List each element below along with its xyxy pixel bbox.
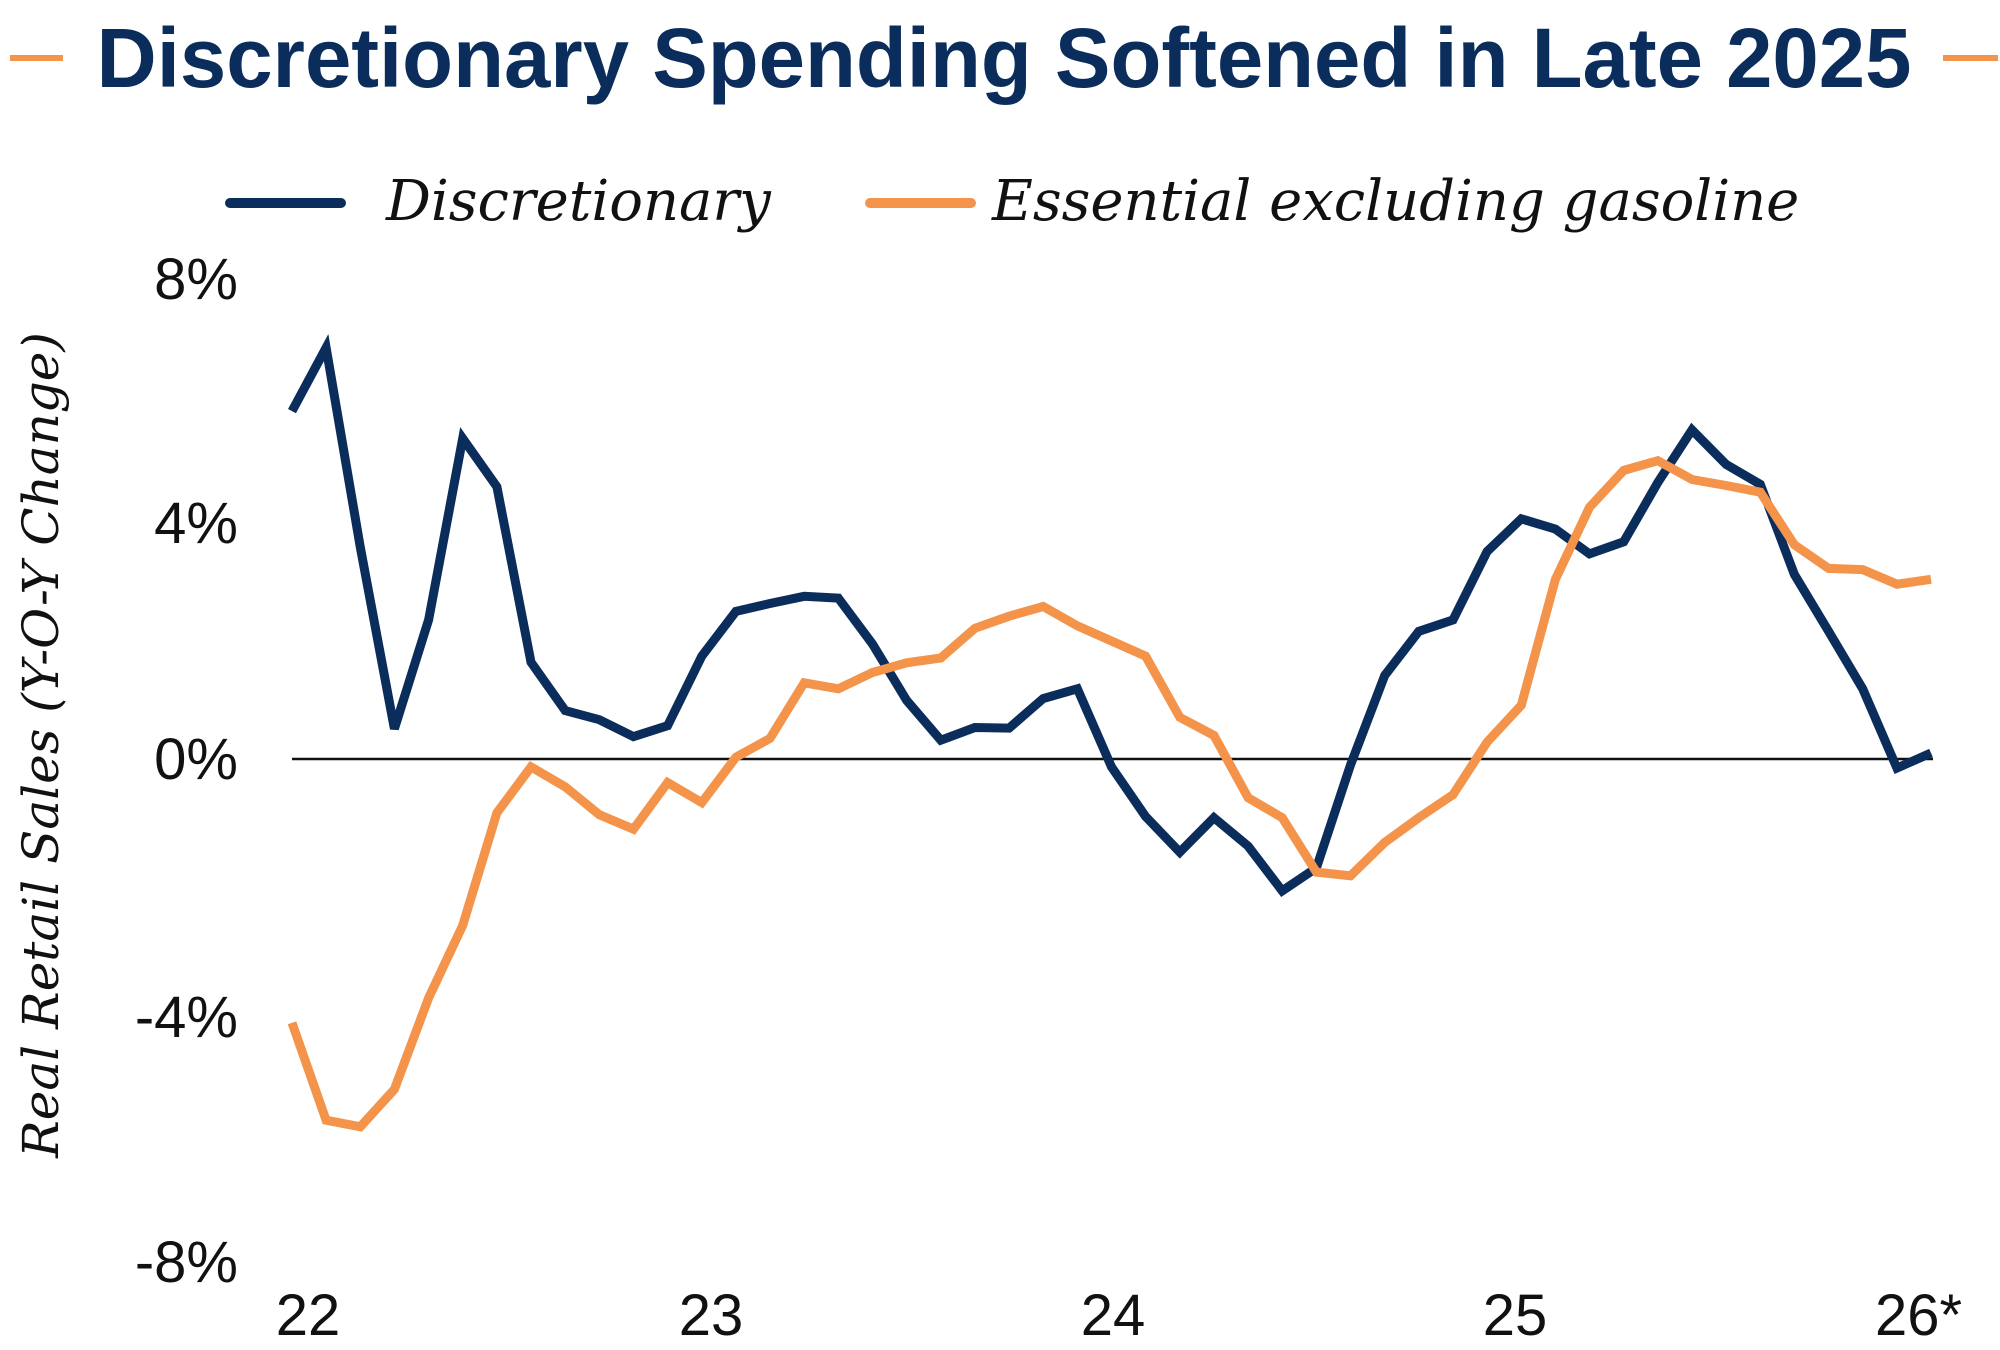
- legend-label-discretionary: Discretionary: [385, 169, 772, 234]
- x-tick-label: 22: [276, 1283, 341, 1348]
- y-tick-label: 4%: [154, 491, 238, 556]
- legend-item-discretionary: Discretionary: [225, 169, 772, 234]
- y-axis-title: Real Retail Sales (Y-O-Y Change): [12, 332, 70, 1159]
- x-tick-label: 23: [679, 1283, 744, 1348]
- y-tick-label: 8%: [154, 247, 238, 312]
- y-axis-ticks: 8% 4% 0% -4% -8%: [135, 247, 238, 1295]
- y-tick-label: -8%: [135, 1230, 238, 1295]
- legend: Discretionary Essential excluding gasoli…: [225, 169, 1799, 234]
- chart-title: Discretionary Spending Softened in Late …: [97, 11, 1912, 105]
- series-line-essential-excluding-gasoline: [287, 455, 1932, 1132]
- x-axis-ticks: 22 23 24 25 26*: [276, 1283, 1962, 1348]
- legend-item-essential: Essential excluding gasoline: [865, 169, 1799, 234]
- y-tick-label: 0%: [154, 727, 238, 792]
- y-tick-label: -4%: [135, 985, 238, 1050]
- x-tick-label: 25: [1483, 1283, 1548, 1348]
- legend-label-essential: Essential excluding gasoline: [991, 169, 1799, 234]
- x-tick-label: 26*: [1875, 1283, 1962, 1348]
- x-tick-label: 24: [1081, 1283, 1146, 1348]
- series-group: [287, 333, 1933, 1132]
- series-line-discretionary: [288, 333, 1933, 898]
- chart-title-group: Discretionary Spending Softened in Late …: [10, 11, 1998, 105]
